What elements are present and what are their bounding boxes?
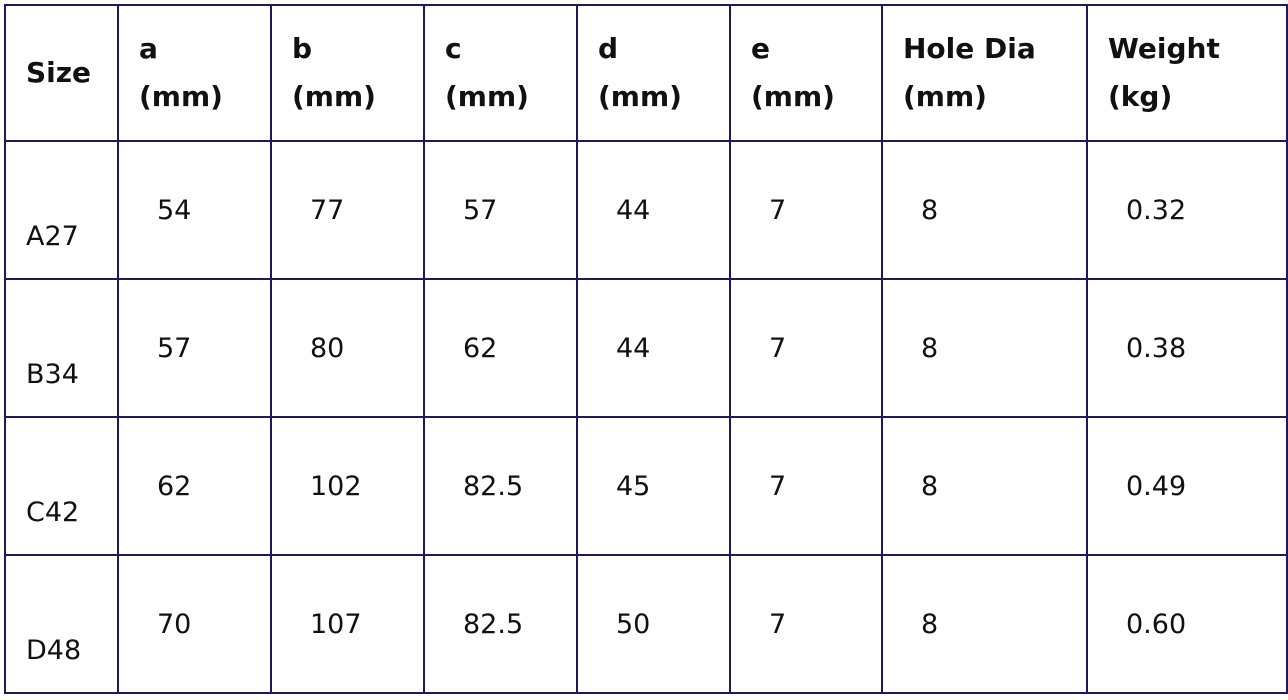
table-cell: 62 [117, 416, 272, 556]
header-text: Size [26, 56, 92, 89]
table-cell: 57 [117, 278, 272, 418]
header-text: c [445, 32, 462, 65]
header-text: (mm) [903, 80, 987, 113]
table-cell: B34 [4, 278, 119, 418]
table-cell: 82.5 [423, 416, 578, 556]
table-cell: 107 [270, 554, 425, 694]
table-cell: D48 [4, 554, 119, 694]
header-cell: Size [4, 4, 119, 142]
table-cell: 102 [270, 416, 425, 556]
header-text: (mm) [598, 80, 682, 113]
header-text: a [139, 32, 158, 65]
header-cell: d (mm) [576, 4, 731, 142]
header-row: Size a (mm) b (mm) c (mm) d (mm) e (mm) Hole Dia (mm… [4, 4, 1288, 142]
table-cell: 7 [729, 554, 883, 694]
table-row: D48 70 107 82.5 50 7 8 0.60 [4, 554, 1288, 694]
header-cell: a (mm) [117, 4, 272, 142]
table-cell: 7 [729, 278, 883, 418]
header-cell: c (mm) [423, 4, 578, 142]
table-cell: 0.38 [1086, 278, 1288, 418]
table-cell: 62 [423, 278, 578, 418]
table-cell: 8 [881, 140, 1088, 280]
table-cell: 54 [117, 140, 272, 280]
table-cell: 45 [576, 416, 731, 556]
header-text: (mm) [292, 80, 376, 113]
table-cell: 80 [270, 278, 425, 418]
header-text: (mm) [445, 80, 529, 113]
header-text: Weight [1108, 32, 1220, 65]
table-row: A27 54 77 57 44 7 8 0.32 [4, 140, 1288, 280]
table-cell: 50 [576, 554, 731, 694]
table-cell: 77 [270, 140, 425, 280]
header-cell: Weight (kg) [1086, 4, 1288, 142]
table-cell: 0.60 [1086, 554, 1288, 694]
table-cell: 7 [729, 416, 883, 556]
header-text: b [292, 32, 313, 65]
table-cell: C42 [4, 416, 119, 556]
table-cell: A27 [4, 140, 119, 280]
table-cell: 8 [881, 278, 1088, 418]
table-cell: 82.5 [423, 554, 578, 694]
table-cell: 7 [729, 140, 883, 280]
header-text: (mm) [139, 80, 223, 113]
table-row: C42 62 102 82.5 45 7 8 0.49 [4, 416, 1288, 556]
header-cell: b (mm) [270, 4, 425, 142]
table-cell: 57 [423, 140, 578, 280]
header-cell: e (mm) [729, 4, 883, 142]
table-cell: 0.49 [1086, 416, 1288, 556]
header-text: d [598, 32, 619, 65]
spec-table: Size a (mm) b (mm) c (mm) d (mm) e (mm) Hole Dia (mm… [4, 4, 1288, 694]
table-cell: 8 [881, 416, 1088, 556]
table-body: A27 54 77 57 44 7 8 0.32 B34 57 80 62 44 7 8 0.38 C42 62 1… [4, 140, 1288, 694]
header-text: Hole Dia [903, 32, 1036, 65]
table-cell: 44 [576, 278, 731, 418]
header-cell: Hole Dia (mm) [881, 4, 1088, 142]
table-cell: 44 [576, 140, 731, 280]
header-text: (mm) [751, 80, 835, 113]
table-cell: 8 [881, 554, 1088, 694]
header-text: (kg) [1108, 80, 1173, 113]
header-text: e [751, 32, 770, 65]
table-cell: 0.32 [1086, 140, 1288, 280]
table-row: B34 57 80 62 44 7 8 0.38 [4, 278, 1288, 418]
table-cell: 70 [117, 554, 272, 694]
